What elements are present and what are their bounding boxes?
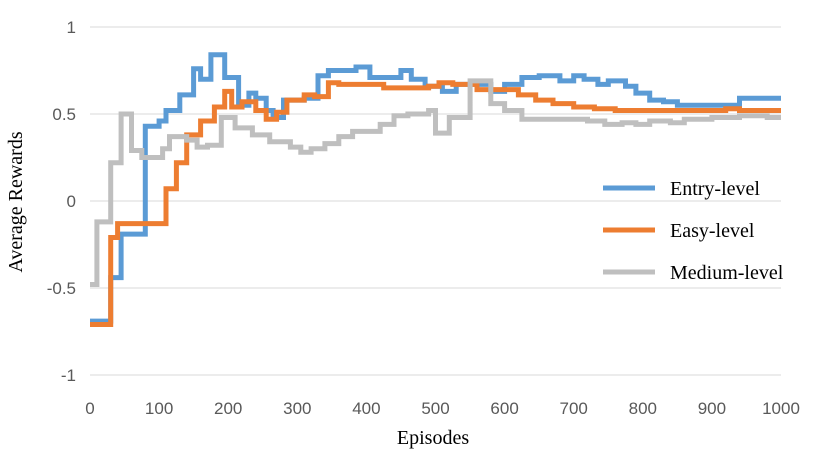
gridlines (90, 26, 781, 376)
y-axis-ticks: 1 0.5 0 -0.5 -1 (47, 18, 76, 385)
y-tick-label: -0.5 (47, 279, 76, 298)
series-line-medium-level (90, 78, 781, 287)
legend-label-easy-level: Easy-level (670, 220, 755, 242)
y-tick-label: 0.5 (52, 105, 76, 124)
y-axis-title: Average Rewards (5, 131, 27, 272)
x-tick-label: 400 (352, 399, 380, 418)
x-axis-ticks: 0 100 200 300 400 500 600 700 800 900 1000 (85, 399, 800, 418)
legend-label-entry-level: Entry-level (670, 178, 760, 200)
legend: Entry-level Easy-level Medium-level (603, 178, 784, 284)
x-tick-label: 900 (698, 399, 726, 418)
y-tick-label: -1 (61, 366, 76, 385)
x-tick-label: 1000 (762, 399, 800, 418)
x-axis-title: Episodes (397, 427, 469, 449)
x-tick-label: 200 (214, 399, 242, 418)
y-tick-label: 1 (67, 18, 76, 37)
x-tick-label: 800 (629, 399, 657, 418)
x-tick-label: 500 (421, 399, 449, 418)
series-line-entry-level (90, 52, 781, 324)
x-tick-label: 300 (283, 399, 311, 418)
x-tick-label: 0 (85, 399, 94, 418)
x-tick-label: 600 (490, 399, 518, 418)
x-tick-label: 700 (560, 399, 588, 418)
y-tick-label: 0 (67, 192, 76, 211)
x-tick-label: 100 (145, 399, 173, 418)
series-lines (90, 52, 781, 327)
legend-label-medium-level: Medium-level (670, 262, 784, 284)
